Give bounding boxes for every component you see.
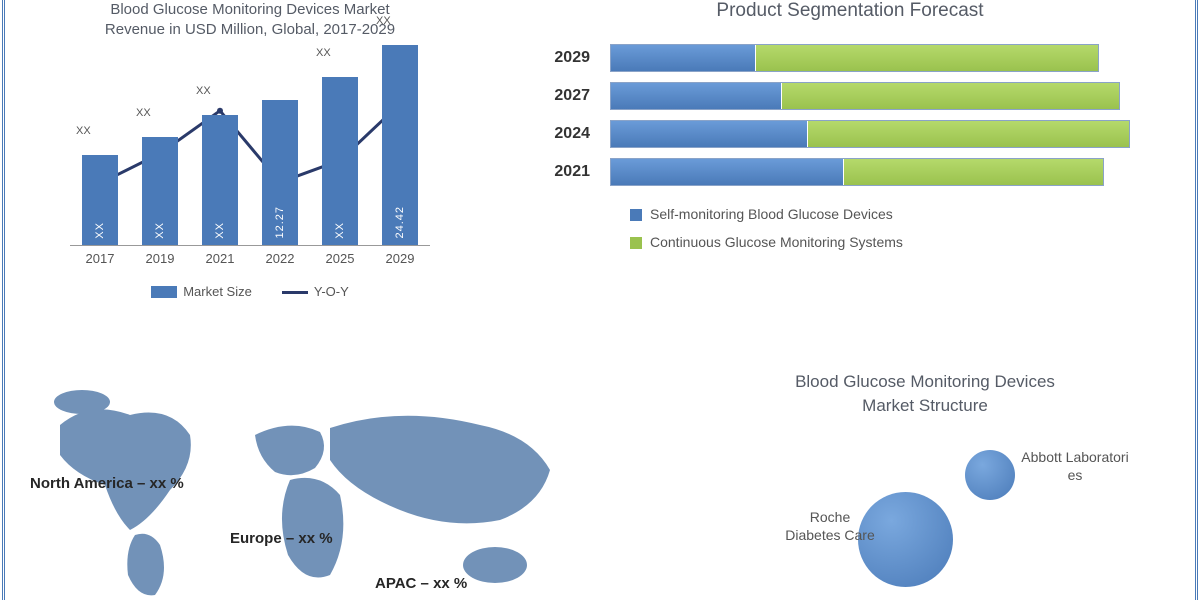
bar-value-label: XX [94, 222, 106, 239]
revenue-bar: XXXX2019 [142, 137, 178, 245]
revenue-bar: 24.42XX2029 [382, 45, 418, 245]
legend-market-size: Market Size [151, 284, 252, 299]
map-au [463, 547, 527, 583]
map-region-label: APAC – xx % [375, 575, 467, 592]
map-sa [127, 534, 164, 596]
legend-line-label: Y-O-Y [314, 284, 349, 299]
bar-top-label: XX [76, 125, 91, 137]
map-region-label: North America – xx % [30, 475, 184, 492]
legend-self-swatch [630, 209, 642, 221]
bar-top-label: XX [136, 107, 151, 119]
segmentation-row: 2024 [530, 120, 1130, 148]
world-map-panel: North America – xx % Europe – xx % APAC – … [20, 370, 570, 590]
segmentation-row: 2021 [530, 158, 1130, 186]
market-bubble-label: Abbott Laboratori es [1020, 448, 1130, 484]
revenue-bar: XXXX2025 [322, 77, 358, 245]
map-greenland [54, 390, 110, 414]
legend-self-label: Self-monitoring Blood Glucose Devices [650, 206, 893, 222]
revenue-chart-panel: Blood Glucose Monitoring Devices Market … [20, 0, 480, 299]
map-as [330, 416, 550, 524]
segmentation-row: 2027 [530, 82, 1130, 110]
bar-x-label: 2029 [375, 251, 425, 266]
segmentation-bar [610, 120, 1130, 148]
segmentation-year: 2024 [530, 125, 590, 143]
segmentation-row: 2029 [530, 44, 1130, 72]
seg-self-portion [611, 121, 808, 147]
seg-cgm-portion [782, 83, 1119, 109]
seg-self-portion [611, 83, 782, 109]
segmentation-panel: Product Segmentation Forecast 2029202720… [530, 0, 1170, 256]
market-bubble [965, 450, 1015, 500]
revenue-bar: XXXX2017 [82, 155, 118, 245]
bar-top-label: XX [316, 47, 331, 59]
bar-x-label: 2021 [195, 251, 245, 266]
segmentation-year: 2021 [530, 163, 590, 181]
bar-x-label: 2017 [75, 251, 125, 266]
market-structure-panel: Blood Glucose Monitoring Devices Market … [680, 370, 1170, 590]
seg-self-portion [611, 159, 844, 185]
bar-value-label: 12.27 [274, 206, 286, 239]
market-bubble-label: Roche Diabetes Care [785, 508, 875, 544]
segmentation-legend: Self-monitoring Blood Glucose Devices Co… [630, 200, 1170, 256]
legend-yoy: Y-O-Y [282, 284, 349, 299]
legend-cgm: Continuous Glucose Monitoring Systems [630, 228, 1170, 256]
seg-cgm-portion [756, 45, 1098, 71]
yoy-line [70, 56, 430, 245]
revenue-chart-title: Blood Glucose Monitoring Devices Market … [90, 0, 410, 41]
legend-self: Self-monitoring Blood Glucose Devices [630, 200, 1170, 228]
legend-bar-swatch [151, 286, 177, 298]
bar-top-label: XX [376, 15, 391, 27]
map-na [60, 409, 191, 530]
segmentation-bar [610, 158, 1104, 186]
bar-value-label: XX [334, 222, 346, 239]
segmentation-bar [610, 44, 1099, 72]
revenue-bar: 12.272022 [262, 100, 298, 245]
map-af [282, 478, 343, 578]
bar-value-label: XX [154, 222, 166, 239]
revenue-bar: XXXX2021 [202, 115, 238, 245]
bar-top-label: XX [196, 85, 211, 97]
bar-x-label: 2025 [315, 251, 365, 266]
seg-cgm-portion [844, 159, 1103, 185]
bar-value-label: XX [214, 222, 226, 239]
revenue-chart-legend: Market Size Y-O-Y [20, 284, 480, 299]
segmentation-year: 2027 [530, 87, 590, 105]
legend-line-swatch [282, 291, 308, 294]
bar-x-label: 2022 [255, 251, 305, 266]
segmentation-bar [610, 82, 1120, 110]
map-region-label: Europe – xx % [230, 530, 333, 547]
market-structure-title: Blood Glucose Monitoring Devices Market … [775, 370, 1075, 418]
legend-cgm-swatch [630, 237, 642, 249]
seg-cgm-portion [808, 121, 1129, 147]
bubble-chart: Roche Diabetes Care Abbott Laboratori es [680, 430, 1170, 590]
segmentation-year: 2029 [530, 49, 590, 67]
seg-self-portion [611, 45, 756, 71]
revenue-chart-plot: XXXX2017 XXXX2019 XXXX2021 12.272022 XXXX202… [70, 56, 430, 246]
segmentation-title: Product Segmentation Forecast [530, 0, 1170, 22]
bar-x-label: 2019 [135, 251, 185, 266]
legend-bar-label: Market Size [183, 284, 252, 299]
legend-cgm-label: Continuous Glucose Monitoring Systems [650, 234, 903, 250]
revenue-chart: XXXX2017XXXX2019XXXX202112.272022XXXX202… [50, 51, 450, 276]
bar-value-label: 24.42 [394, 206, 406, 239]
map-eu [255, 426, 324, 476]
segmentation-rows: 2029 2027 2024 2021 [530, 44, 1130, 186]
